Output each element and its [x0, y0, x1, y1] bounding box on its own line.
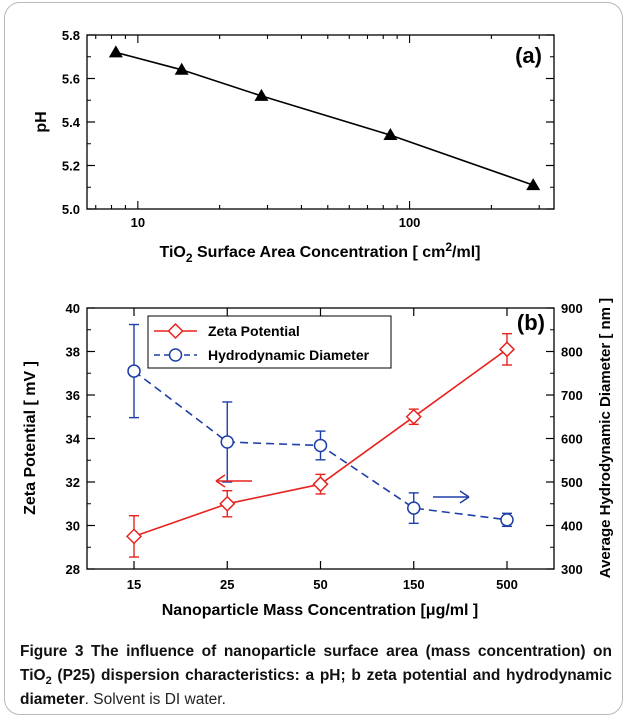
ph-point [526, 178, 541, 191]
panel-a-series [108, 45, 541, 191]
left-axis-arrow [215, 474, 252, 488]
panel-a-y-axis-label: pH [33, 111, 50, 132]
zeta-point [312, 476, 329, 493]
y-right-tick-label: 900 [561, 301, 583, 316]
y-tick-label: 5.8 [62, 28, 80, 43]
x-tick-label: 150 [403, 577, 425, 592]
panel-a-plot-frame [86, 34, 555, 210]
panel-a-ticks [87, 34, 554, 210]
y-right-tick-label: 300 [561, 562, 583, 577]
panel-b: 28 30 32 34 36 38 40 300 400 500 600 700 800 900 15 25 5… [22, 298, 614, 619]
panel-a-x-axis-label-part: TiO [159, 244, 185, 261]
ph-point [383, 128, 398, 141]
y-left-tick-label: 30 [66, 519, 80, 534]
panel-a-tick-labels: 5.0 5.2 5.4 5.6 5.8 10 100 [62, 28, 421, 230]
legend-marker-circle [168, 348, 183, 362]
diameter-point [500, 513, 514, 527]
panel-b-series [125, 323, 516, 558]
y-left-tick-label: 34 [66, 432, 81, 447]
y-left-tick-label: 38 [66, 345, 80, 360]
x-tick-label: 100 [399, 215, 421, 230]
figure-frame [4, 2, 623, 715]
figure-chart: 5.05.25.45.65.810 100 (a) pH TiO2 Surface… [22, 28, 614, 619]
zeta-point [405, 408, 422, 425]
diameter-point [127, 364, 141, 378]
y-right-tick-label: 700 [561, 388, 583, 403]
x-tick-label: 50 [313, 577, 327, 592]
y-left-tick-label: 28 [66, 562, 80, 577]
right-axis-arrow [433, 490, 470, 504]
zeta-point [498, 341, 516, 358]
ph-point [254, 88, 269, 101]
panel-b-label: (b) [517, 310, 545, 335]
figure-caption: Figure 3 The influence of nanoparticle s… [20, 640, 612, 712]
panel-b-x-axis-label: Nanoparticle Mass Concentration [μg/ml ] [162, 602, 479, 619]
y-right-tick-label: 800 [561, 345, 583, 360]
caption-title-subscript: 2 [45, 675, 52, 688]
y-right-tick-label: 500 [561, 475, 583, 490]
panel-a-x-axis-label-sub: 2 [186, 251, 193, 265]
panel-b-ticks [87, 307, 554, 570]
ph-point [174, 62, 189, 75]
caption-title-part-2: (P25) dispersion characteristics: a pH; … [20, 667, 612, 708]
zeta-point [219, 495, 236, 512]
panel-b-y-axis-label-left: Zeta Potential [ mV ] [22, 361, 39, 515]
panel-b-tick-labels: 28 30 32 34 36 38 40 300 400 500 600 700 800 900 15 25 5… [66, 301, 583, 592]
panel-a-x-axis-label-part: Surface Area Concentration [ cm [193, 244, 446, 261]
x-tick-label: 500 [496, 577, 518, 592]
x-tick-label: 15 [127, 577, 141, 592]
legend-label-zeta: Zeta Potential [208, 323, 300, 339]
panel-b-y-axis-label-right: Average Hydrodynamic Diameter [ nm ] [597, 298, 614, 578]
legend-box [147, 315, 392, 369]
panel-a: 5.05.25.45.65.810 100 (a) pH TiO2 Surface… [33, 28, 555, 265]
y-tick-label: 5.4 [62, 115, 81, 130]
panel-a-x-axis-label-sup: 2 [445, 240, 452, 254]
y-left-tick-label: 40 [66, 301, 80, 316]
diameter-point [313, 438, 328, 453]
panel-b-legend: Zeta Potential Hydrodynamic Diameter [147, 315, 392, 369]
panel-a-x-axis-label: TiO2 Surface Area Concentration [ cm2/ml… [159, 240, 480, 265]
panel-a-x-axis-label-part: /ml] [452, 244, 480, 261]
y-left-tick-label: 36 [66, 388, 80, 403]
diameter-point [220, 435, 234, 449]
legend-marker-diamond [167, 322, 184, 340]
diameter-point [407, 501, 421, 515]
caption-figure-label: Figure 3 [20, 643, 84, 660]
y-tick-label: 5.2 [62, 159, 80, 174]
ph-point [108, 45, 123, 58]
legend-label-diameter: Hydrodynamic Diameter [208, 347, 370, 363]
panel-a-label: (a) [515, 43, 542, 68]
y-right-tick-label: 400 [561, 519, 583, 534]
y-tick-label: 5.6 [62, 72, 80, 87]
x-tick-label: 25 [220, 577, 234, 592]
caption-note: . Solvent is DI water. [84, 691, 226, 708]
y-left-tick-label: 32 [66, 475, 80, 490]
zeta-point [125, 528, 143, 545]
x-tick-label: 10 [131, 215, 145, 230]
caption-title-part-1: The influence of nanoparticle surface ar… [20, 643, 612, 684]
y-right-tick-label: 600 [561, 432, 583, 447]
y-tick-label: 5.0 [62, 202, 80, 217]
